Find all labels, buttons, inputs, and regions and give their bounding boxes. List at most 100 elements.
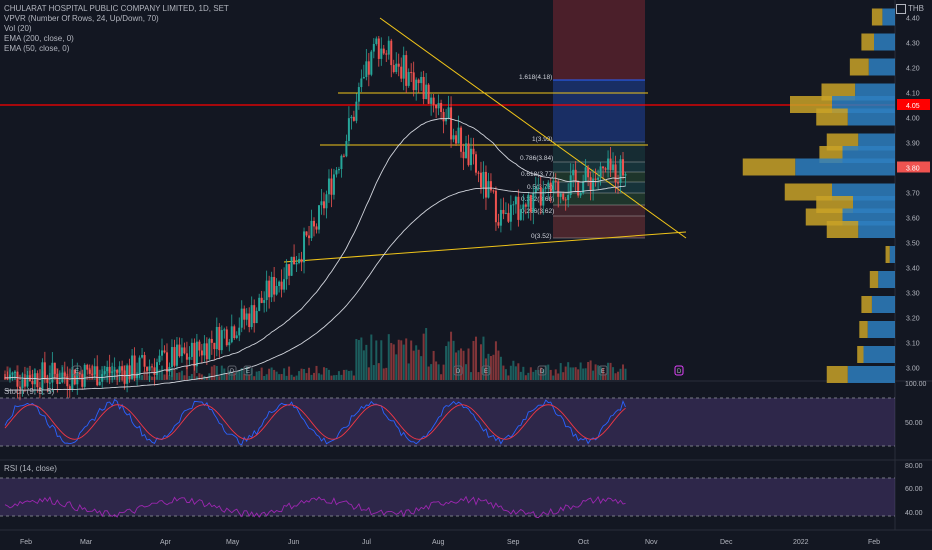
candle-body: [215, 326, 218, 350]
candle-body: [539, 187, 542, 206]
volume-bar: [479, 344, 482, 380]
candle-body: [350, 116, 353, 119]
candle-body: [46, 377, 49, 383]
candle-body: [367, 61, 370, 75]
volume-bar: [193, 365, 196, 380]
candle-body: [380, 48, 383, 59]
candle-body: [205, 343, 208, 360]
candle-body: [442, 112, 445, 122]
volume-bar: [195, 376, 198, 380]
vp-down-bar: [826, 221, 859, 238]
candle-body: [437, 102, 440, 109]
candle-body: [223, 329, 226, 331]
candle-body: [579, 193, 582, 196]
volume-bar: [148, 375, 151, 380]
candle-body: [322, 201, 325, 209]
volume-bar: [574, 367, 577, 380]
volume-bar: [118, 367, 121, 380]
candle-body: [377, 38, 380, 59]
candle-body: [265, 280, 268, 301]
candle-body: [293, 256, 296, 265]
volume-bar: [347, 370, 350, 380]
candle-body: [420, 76, 423, 84]
event-marker: [243, 365, 253, 376]
volume-bar: [582, 368, 585, 380]
volume-bar: [205, 376, 208, 380]
candle-body: [347, 118, 350, 142]
candle-body: [21, 379, 24, 389]
candle-body: [532, 192, 535, 213]
candle-body: [609, 158, 612, 171]
volume-bar: [624, 368, 627, 380]
volume-bar: [41, 371, 44, 380]
rsi-tick: 80.00: [905, 463, 923, 470]
candle-body: [148, 366, 151, 371]
candle-body: [597, 177, 600, 180]
candle-body: [86, 364, 89, 370]
candle-body: [303, 231, 306, 263]
volume-bar: [290, 374, 293, 380]
candle-body: [489, 181, 492, 191]
time-tick: 2022: [793, 539, 809, 546]
volume-bar: [412, 350, 415, 380]
volume-bar: [313, 372, 316, 380]
candle-body: [220, 330, 223, 351]
volume-bar: [138, 371, 141, 380]
volume-bar: [494, 341, 497, 380]
event-marker: [227, 365, 237, 376]
candle-body: [173, 347, 176, 366]
vp-up-bar: [795, 158, 895, 176]
candle-body: [290, 256, 293, 276]
volume-bar: [467, 348, 470, 380]
vp-down-bar: [859, 321, 868, 338]
volume-bar: [123, 365, 126, 380]
volume-bar: [549, 369, 552, 380]
fib-band: [553, 142, 645, 162]
candle-body: [278, 281, 281, 287]
volume-bar: [507, 375, 510, 380]
price-tick: 3.10: [906, 341, 920, 348]
candle-body: [141, 355, 144, 358]
volume-bar: [238, 370, 241, 380]
volume-bar: [258, 371, 261, 380]
volume-bar: [21, 373, 24, 380]
volume-bar: [305, 373, 308, 380]
candle-body: [58, 382, 61, 384]
candle-body: [522, 204, 525, 210]
volume-bar: [273, 369, 276, 380]
volume-bar: [617, 371, 620, 380]
currency-label[interactable]: THB: [896, 4, 924, 14]
volume-bar: [91, 365, 94, 380]
candle-body: [534, 189, 537, 193]
volume-bar: [255, 371, 258, 380]
candle-body: [362, 76, 365, 79]
candle-body: [238, 327, 241, 336]
volume-bar: [180, 370, 183, 380]
volume-bar: [295, 375, 298, 380]
volume-bar: [280, 374, 283, 380]
vp-up-bar: [871, 296, 895, 313]
volume-bar: [121, 368, 124, 380]
candle-body: [198, 341, 201, 351]
vp-down-bar: [826, 366, 848, 383]
volume-bar: [126, 374, 129, 380]
volume-bar: [188, 375, 191, 380]
volume-bar: [552, 375, 555, 380]
price-tick: 3.50: [906, 241, 920, 248]
candle-body: [225, 329, 228, 346]
volume-bar: [275, 371, 278, 380]
event-marker-label: E: [601, 369, 605, 375]
time-tick: May: [226, 539, 240, 546]
candle-body: [31, 380, 34, 385]
candle-body: [529, 194, 532, 213]
candle-body: [93, 366, 96, 375]
candle-body: [395, 63, 398, 73]
candle-body: [387, 40, 390, 55]
volume-bar: [43, 371, 46, 380]
volume-bar: [268, 368, 271, 380]
volume-bar: [113, 367, 116, 380]
volume-bar: [417, 349, 420, 380]
candle-body: [572, 169, 575, 176]
vp-down-bar: [742, 158, 796, 176]
